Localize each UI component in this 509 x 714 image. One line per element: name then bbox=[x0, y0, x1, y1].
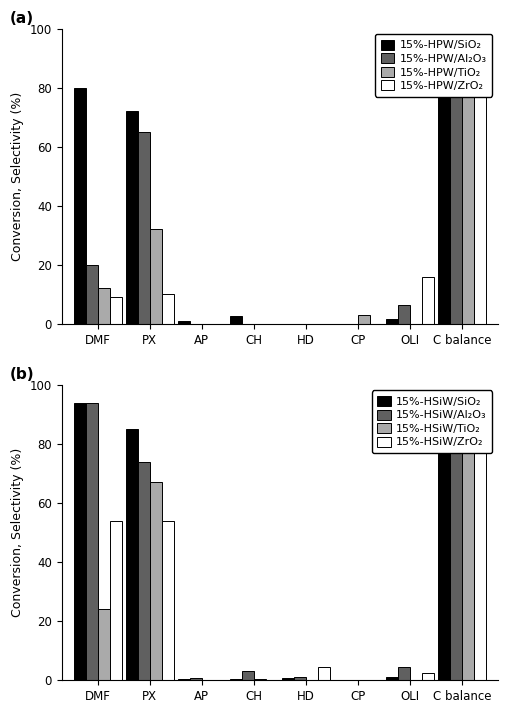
Bar bbox=[190, 678, 202, 680]
Bar bbox=[137, 132, 150, 324]
Bar bbox=[98, 609, 109, 680]
Bar bbox=[126, 111, 137, 324]
Bar bbox=[294, 677, 306, 680]
Bar bbox=[398, 667, 410, 680]
Text: (a): (a) bbox=[9, 11, 34, 26]
Y-axis label: Conversion, Selectivity (%): Conversion, Selectivity (%) bbox=[11, 91, 24, 261]
Bar bbox=[386, 319, 398, 324]
Bar bbox=[358, 315, 370, 324]
Bar bbox=[438, 85, 450, 324]
Bar bbox=[230, 316, 242, 324]
Bar bbox=[254, 679, 266, 680]
Bar bbox=[450, 52, 462, 324]
Bar bbox=[109, 521, 122, 680]
Bar bbox=[150, 229, 162, 324]
Bar bbox=[137, 462, 150, 680]
Bar bbox=[450, 435, 462, 680]
Y-axis label: Conversion, Selectivity (%): Conversion, Selectivity (%) bbox=[11, 448, 24, 617]
Text: (b): (b) bbox=[9, 367, 34, 382]
Bar bbox=[150, 483, 162, 680]
Bar bbox=[86, 403, 98, 680]
Bar bbox=[242, 671, 254, 680]
Bar bbox=[422, 276, 434, 324]
Bar bbox=[162, 294, 174, 324]
Bar bbox=[74, 403, 86, 680]
Legend: 15%-HPW/SiO₂, 15%-HPW/Al₂O₃, 15%-HPW/TiO₂, 15%-HPW/ZrO₂: 15%-HPW/SiO₂, 15%-HPW/Al₂O₃, 15%-HPW/TiO… bbox=[375, 34, 492, 96]
Bar bbox=[74, 88, 86, 324]
Bar bbox=[162, 521, 174, 680]
Legend: 15%-HSiW/SiO₂, 15%-HSiW/Al₂O₃, 15%-HSiW/TiO₂, 15%-HSiW/ZrO₂: 15%-HSiW/SiO₂, 15%-HSiW/Al₂O₃, 15%-HSiW/… bbox=[372, 391, 492, 453]
Bar bbox=[474, 52, 486, 324]
Bar bbox=[282, 678, 294, 680]
Bar bbox=[318, 667, 330, 680]
Bar bbox=[462, 52, 474, 324]
Bar bbox=[86, 265, 98, 324]
Bar bbox=[422, 673, 434, 680]
Bar bbox=[109, 297, 122, 324]
Bar bbox=[398, 305, 410, 324]
Bar bbox=[178, 679, 190, 680]
Bar bbox=[126, 429, 137, 680]
Bar bbox=[386, 677, 398, 680]
Bar bbox=[98, 288, 109, 324]
Bar bbox=[178, 321, 190, 324]
Bar bbox=[474, 444, 486, 680]
Bar bbox=[438, 423, 450, 680]
Bar bbox=[230, 679, 242, 680]
Bar bbox=[462, 408, 474, 680]
